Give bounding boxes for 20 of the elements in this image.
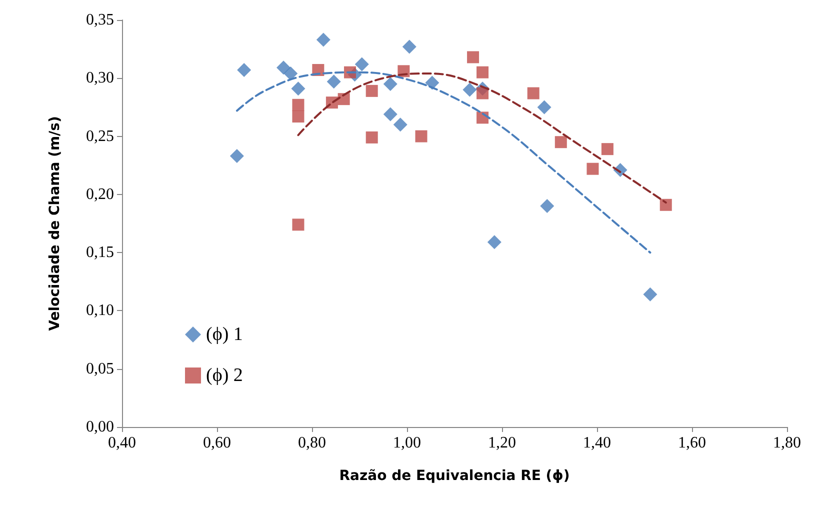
x-tick-label: 0,80 — [298, 434, 326, 452]
x-tick-label: 0,40 — [108, 434, 136, 452]
x-tick-label: 0,60 — [203, 434, 231, 452]
y-tick-label: 0,05 — [86, 360, 114, 378]
x-tick-label: 1,20 — [488, 434, 516, 452]
y-tick-label: 0,15 — [86, 244, 114, 262]
x-tick-label: 1,40 — [583, 434, 611, 452]
y-tick-label: 0,35 — [86, 12, 114, 28]
x-axis-title: Razão de Equivalencia RE (ϕ) — [339, 468, 570, 484]
legend-label: (ϕ) 2 — [206, 365, 243, 386]
y-tick-label: 0,30 — [86, 70, 114, 87]
y-tick-label: 0,20 — [86, 186, 114, 203]
y-axis-title: Velocidade de Chama (m/s) — [47, 116, 63, 331]
y-tick-label: 0,00 — [86, 418, 114, 436]
x-tick-label: 1,00 — [393, 434, 421, 452]
x-tick-label: 1,60 — [678, 434, 706, 452]
x-tick-label: 1,80 — [773, 434, 801, 452]
y-tick-label: 0,10 — [86, 302, 114, 320]
y-tick-label: 0,25 — [86, 128, 114, 145]
legend-label: (ϕ) 1 — [206, 324, 243, 345]
